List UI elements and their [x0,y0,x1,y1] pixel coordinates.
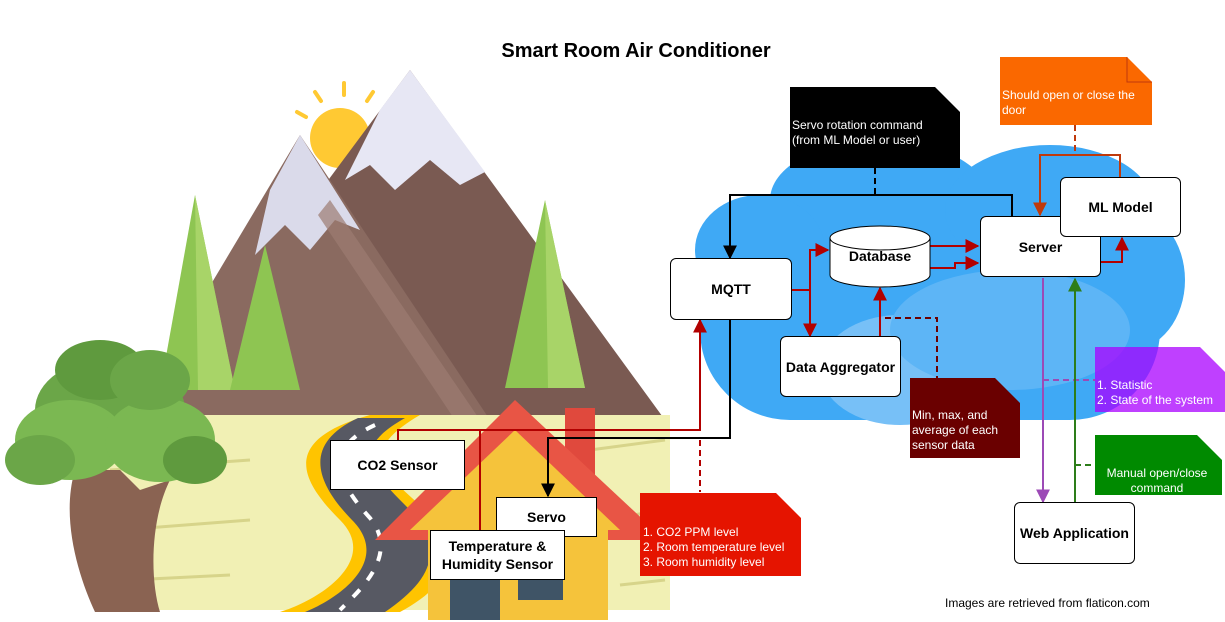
data-aggregator-node[interactable]: Data Aggregator [780,336,901,397]
co2-sensor-node[interactable]: CO2 Sensor [330,440,465,490]
statistic-item-1: 1. Statistic [1097,378,1153,392]
ml-model-node[interactable]: ML Model [1060,177,1181,237]
servo-command-note-shape [790,87,960,168]
sensor-note-shape [640,493,801,576]
mqtt-to-servo-arrow [541,318,731,498]
web-application-node[interactable]: Web Application [1014,502,1135,564]
server-to-mqtt-arrow [723,194,1013,260]
mqtt-node[interactable]: MQTT [670,258,792,320]
database-node[interactable]: Database [848,248,912,264]
attribution-footer: Images are retrieved from flaticon.com [945,596,1150,610]
ml-to-server-arrow [1033,154,1121,217]
oak-tree-icon [5,340,227,612]
co2-to-mqtt-arrow [397,318,707,440]
connectors [397,125,1129,530]
note-shapes [640,57,1225,576]
mqtt-to-database-arrow [792,243,830,291]
landscape-illustration [5,70,670,620]
database-shape [829,225,931,288]
manual-note-shape [1095,435,1222,495]
database-to-server-arrow-2 [930,256,980,270]
sensor-item-2: 2. Room temperature level [643,540,785,554]
statistic-item-2: 2. State of the system [1097,393,1214,407]
sensor-item-1: 1. CO2 PPM level [643,525,739,539]
door-note: Should open or close the door [1002,88,1135,117]
manual-command-note: Manual open/close command [1106,466,1208,495]
servo-command-note: Servo rotation command (from ML Model or… [792,118,923,147]
aggregates-note-shape [910,378,1020,458]
statistic-note-shape [1095,347,1225,412]
aggregates-note: Min, max, and average of each sensor dat… [912,408,999,452]
aggregates-note-link [885,317,938,378]
temp-humidity-sensor-node[interactable]: Temperature & Humidity Sensor [430,530,565,580]
statistic-note: 1. Statistic 2. State of the system [1097,378,1225,408]
door-note-shape [1000,57,1152,125]
diagram-title: Smart Room Air Conditioner [501,40,771,62]
server-to-ml-arrow [1100,236,1129,263]
sensor-item-3: 3. Room humidity level [643,555,765,569]
sensor-data-note: 1. CO2 PPM level 2. Room temperature lev… [643,525,803,570]
